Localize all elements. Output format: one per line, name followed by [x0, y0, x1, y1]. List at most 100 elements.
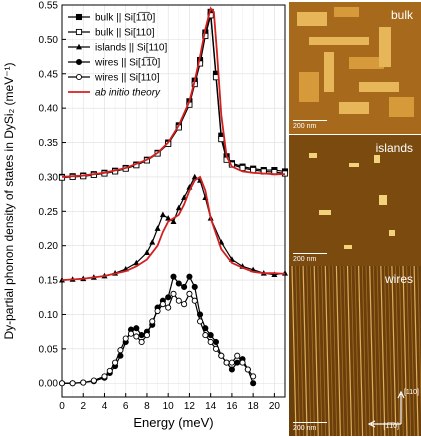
data-point-4	[212, 345, 220, 352]
panel-label-islands: islands	[375, 141, 413, 155]
data-point-4	[58, 380, 66, 387]
legend-label: wires || Si[110]	[94, 73, 160, 84]
stm-image-islands: islands 200 nm	[289, 135, 421, 267]
data-point-3	[181, 283, 188, 291]
legend-marker	[75, 13, 83, 21]
y-tick-label: 0.10	[39, 310, 59, 321]
data-point-2	[133, 259, 140, 266]
data-point-3	[165, 294, 172, 301]
data-point-4	[250, 373, 257, 380]
data-point-2	[143, 249, 150, 255]
data-point-2	[159, 211, 166, 218]
data-point-4	[127, 330, 135, 337]
series-line-5	[61, 6, 285, 178]
data-point-4	[244, 366, 251, 373]
data-point-2	[191, 173, 198, 180]
y-tick-label: 0.40	[39, 104, 59, 115]
legend-marker	[75, 28, 83, 36]
x-tick-label: 2	[80, 401, 86, 412]
scale-label-islands: 200 nm	[293, 256, 317, 263]
data-point-4	[159, 301, 166, 308]
data-point-4	[207, 338, 214, 346]
series-line-6	[61, 175, 286, 281]
y-tick-label: 0.20	[39, 241, 59, 252]
x-tick-label: 4	[102, 401, 108, 412]
y-tick-label: 0.50	[39, 35, 59, 46]
scale-label-bulk: 200 nm	[293, 123, 317, 130]
y-tick-label: 0.45	[39, 69, 59, 80]
x-tick-label: 6	[123, 401, 129, 412]
legend-label: bulk || Si[110]	[95, 28, 155, 39]
data-point-4	[186, 290, 193, 297]
x-axis-title: Energy (meV)	[133, 415, 213, 430]
data-point-4	[143, 332, 151, 339]
x-tick-label: 16	[226, 401, 238, 412]
legend-label: wires || Si[1̅1̅0]	[94, 57, 160, 69]
data-point-4	[138, 338, 145, 346]
data-point-4	[239, 359, 246, 366]
data-point-3	[212, 338, 220, 346]
data-point-3	[228, 366, 235, 373]
data-point-4	[69, 380, 76, 387]
data-point-4	[101, 373, 108, 380]
data-point-4	[223, 359, 230, 366]
legend-marker	[75, 58, 83, 66]
stm-image-bulk: bulk 200 nm	[289, 2, 421, 134]
data-point-3	[138, 332, 145, 339]
data-point-2	[271, 271, 278, 277]
data-point-4	[181, 301, 188, 308]
data-point-4	[106, 367, 113, 374]
direction-label-horizontal: [1̅1̅0]	[383, 423, 399, 430]
data-point-3	[186, 273, 193, 280]
data-point-4	[170, 290, 177, 297]
panel-label-bulk: bulk	[390, 8, 413, 22]
direction-label-vertical: [110]	[403, 389, 419, 396]
plot-frame	[61, 4, 286, 398]
data-point-4	[175, 297, 182, 304]
data-point-3	[175, 280, 182, 287]
data-point-2	[170, 218, 177, 225]
data-point-1	[196, 60, 204, 67]
data-point-4	[218, 352, 225, 359]
legend-marker	[76, 43, 82, 50]
scale-bar	[293, 119, 327, 121]
x-tick-label: 8	[144, 401, 150, 412]
data-point-4	[112, 359, 119, 366]
data-point-4	[90, 377, 97, 384]
legend-label: islands || Si[110]	[95, 43, 167, 54]
y-tick-label: 0.25	[39, 207, 59, 218]
legend-label: ab initio theory	[95, 88, 161, 99]
x-tick-label: 10	[163, 401, 175, 412]
x-tick-label: 14	[205, 401, 217, 412]
y-tick-label: 0.05	[39, 344, 59, 355]
panel-label-wires: wires	[384, 272, 413, 286]
scale-label-wires: 200 nm	[293, 425, 317, 432]
data-point-3	[133, 325, 140, 332]
legend-label: bulk || Si[1̅1̅0]	[95, 12, 155, 24]
series-line-2	[61, 176, 286, 281]
y-tick-label: 0.35	[39, 138, 59, 149]
data-point-4	[117, 347, 124, 354]
data-point-4	[149, 318, 156, 325]
data-point-2	[282, 270, 288, 276]
data-point-4	[196, 318, 204, 325]
x-tick-label: 0	[59, 401, 65, 412]
data-point-4	[154, 307, 161, 315]
data-point-3	[191, 283, 198, 291]
y-axis-title: Dy-partial phonon density of states in D…	[2, 62, 16, 339]
data-point-2	[149, 239, 156, 245]
dos-chart: 0 2 4 6 8 10 12 14 16 18 20 0.00 0.05 0.10 0.15 0.20 0.2…	[2, 1, 289, 430]
x-tick-label: 20	[269, 401, 281, 412]
stm-image-wires: wires 200 nm [110] [1̅1̅0]	[289, 266, 421, 436]
y-tick-label: 0.30	[39, 172, 59, 183]
x-tick-label: 18	[248, 401, 260, 412]
y-tick-label: 0.00	[39, 379, 59, 390]
data-point-2	[154, 225, 161, 231]
data-point-1	[218, 136, 225, 143]
data-point-3	[207, 332, 214, 339]
scale-bar	[293, 421, 327, 423]
scale-bar	[293, 252, 327, 254]
legend-marker	[75, 73, 83, 81]
y-tick-label: 0.15	[39, 276, 59, 287]
data-point-4	[133, 333, 140, 340]
